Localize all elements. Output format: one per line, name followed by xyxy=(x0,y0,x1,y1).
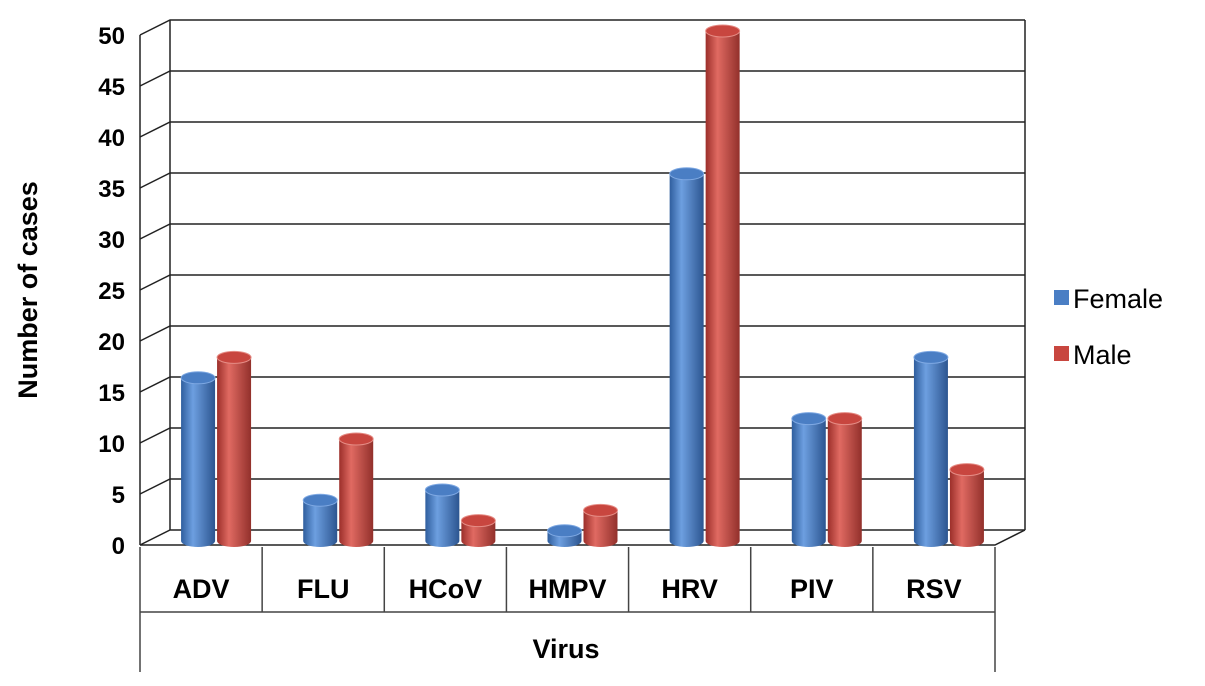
bar-male-flu xyxy=(338,432,374,547)
gridline xyxy=(139,376,1025,393)
bar-male-hrv xyxy=(705,24,741,547)
bar-female-hcov xyxy=(424,483,460,547)
legend-label-male: Male xyxy=(1073,340,1132,370)
bar-body xyxy=(669,173,704,548)
category-label: ADV xyxy=(173,574,230,604)
y-tick-label: 30 xyxy=(98,227,125,254)
bar-top xyxy=(460,514,496,528)
bar-top xyxy=(669,167,705,181)
bar-body xyxy=(791,418,826,547)
bar-body xyxy=(461,520,496,547)
legend-swatch-male xyxy=(1054,346,1069,361)
y-tick-label: 0 xyxy=(112,533,125,560)
bar-top xyxy=(180,371,216,385)
bar-top xyxy=(827,412,863,426)
bar-male-hcov xyxy=(460,514,496,547)
y-axis-ticks: 0 5 10 15 20 25 30 35 40 45 50 xyxy=(98,23,125,560)
bar-body xyxy=(583,510,618,547)
y-tick-label: 10 xyxy=(98,431,125,458)
bar-body xyxy=(339,439,374,547)
bar-top xyxy=(338,432,374,446)
bar-body xyxy=(913,357,948,547)
legend: Female Male xyxy=(1054,284,1163,370)
bar-top xyxy=(583,503,618,517)
bar-body xyxy=(303,500,338,547)
category-label: PIV xyxy=(790,574,834,604)
category-label: FLU xyxy=(297,574,349,604)
category-label: HMPV xyxy=(528,574,606,604)
gridline xyxy=(139,427,1025,444)
bar-male-rsv xyxy=(949,463,985,547)
bar-top xyxy=(949,463,985,477)
bar-female-piv xyxy=(791,412,827,547)
bar-male-piv xyxy=(827,412,863,547)
bar-male-hmpv xyxy=(583,503,618,547)
bar-female-adv xyxy=(180,371,216,547)
y-tick-label: 15 xyxy=(98,380,125,407)
y-tick-label: 25 xyxy=(98,278,125,305)
category-label: HCoV xyxy=(409,574,483,604)
gridlines xyxy=(139,19,1025,546)
y-axis-title: Number of cases xyxy=(13,181,43,399)
gridline xyxy=(139,172,1025,189)
bar-top xyxy=(547,524,582,538)
legend-label-female: Female xyxy=(1073,284,1163,314)
bar-top xyxy=(705,24,741,38)
y-tick-label: 5 xyxy=(112,482,125,509)
category-label: HRV xyxy=(661,574,718,604)
bar-male-adv xyxy=(216,350,252,547)
bar-female-flu xyxy=(302,493,338,547)
legend-swatch-female xyxy=(1054,290,1069,305)
bar-body xyxy=(425,490,460,547)
gridline xyxy=(139,121,1025,138)
category-label: RSV xyxy=(906,574,962,604)
y-tick-label: 35 xyxy=(98,176,125,203)
bar-body xyxy=(181,377,216,547)
gridline xyxy=(139,478,1025,495)
bar-top xyxy=(791,412,827,426)
gridline xyxy=(139,325,1025,342)
bar-body xyxy=(217,357,252,547)
y-tick-label: 50 xyxy=(98,23,125,50)
bar-female-hmpv xyxy=(547,524,582,547)
gridline xyxy=(139,529,1025,546)
gridline xyxy=(139,19,1025,36)
y-tick-label: 20 xyxy=(98,329,125,356)
bar-top xyxy=(424,483,460,497)
y-tick-label: 40 xyxy=(98,125,125,152)
bar-body xyxy=(949,469,984,547)
gridline xyxy=(139,70,1025,87)
bar-body xyxy=(827,418,862,547)
floor-edge xyxy=(140,529,1026,546)
category-table: ADV FLU HCoV HMPV HRV PIV RSV xyxy=(139,547,996,672)
bar-female-rsv xyxy=(913,350,949,547)
bar-top xyxy=(302,493,338,507)
bar-female-hrv xyxy=(669,167,705,548)
bar-body xyxy=(705,31,740,547)
gridline xyxy=(139,223,1025,240)
chart-walls xyxy=(139,20,1026,546)
bar-top xyxy=(216,350,252,364)
bars xyxy=(180,24,985,548)
y-tick-label: 45 xyxy=(98,74,125,101)
bar-top xyxy=(913,350,949,364)
gridline xyxy=(139,274,1025,291)
x-axis-title: Virus xyxy=(532,634,599,664)
